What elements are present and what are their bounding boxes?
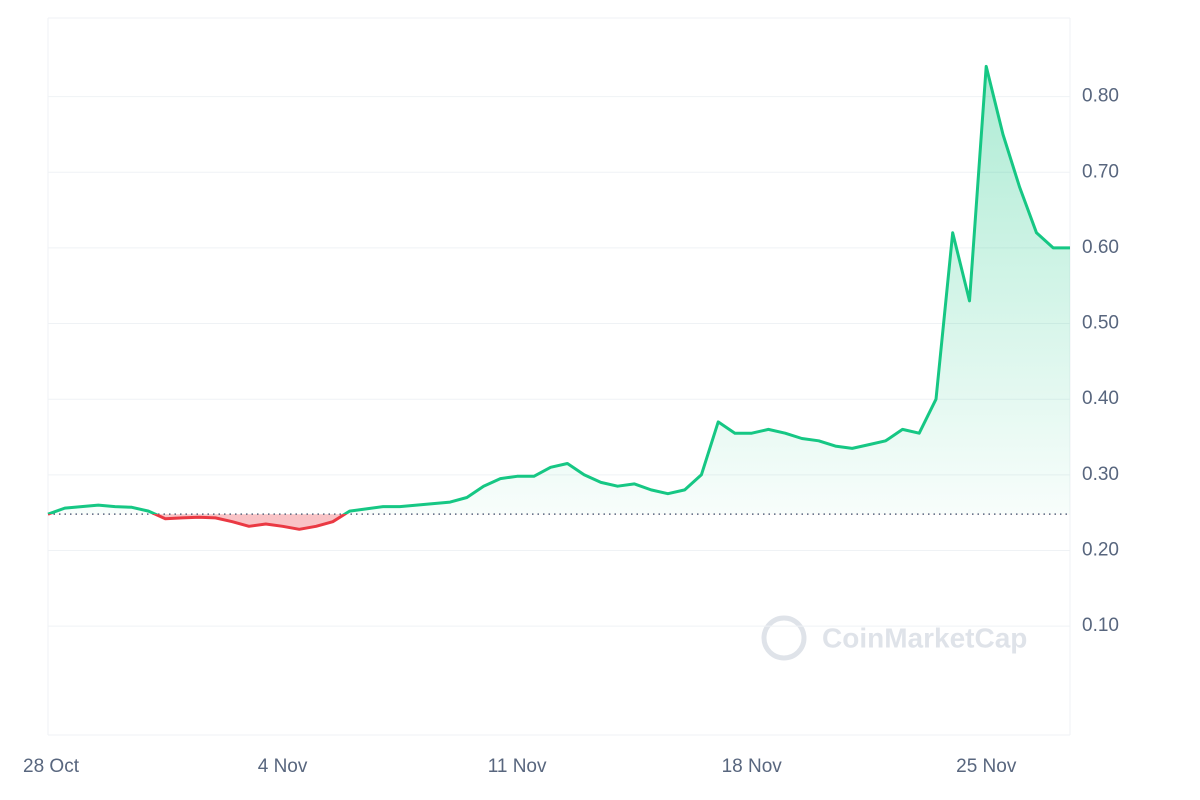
- x-tick-label: 25 Nov: [956, 756, 1017, 777]
- x-tick-label: 28 Oct: [23, 756, 80, 777]
- area-below: [48, 514, 1070, 530]
- y-tick-label: 0.60: [1082, 237, 1119, 258]
- x-tick-label: 18 Nov: [722, 756, 783, 777]
- y-tick-label: 0.30: [1082, 464, 1119, 485]
- y-tick-label: 0.70: [1082, 161, 1119, 182]
- area-above: [48, 66, 1070, 515]
- watermark: CoinMarketCap: [761, 615, 1027, 661]
- y-tick-label: 0.20: [1082, 539, 1119, 560]
- y-tick-label: 0.40: [1082, 388, 1119, 409]
- y-tick-label: 0.50: [1082, 313, 1119, 334]
- x-tick-label: 11 Nov: [488, 756, 547, 777]
- watermark-text: CoinMarketCap: [822, 622, 1027, 653]
- price-line: [47, 64, 1070, 515]
- y-tick-label: 0.10: [1082, 615, 1119, 636]
- price-line-below: [47, 514, 348, 531]
- y-tick-label: 0.80: [1082, 86, 1119, 107]
- x-tick-label: 4 Nov: [258, 756, 308, 777]
